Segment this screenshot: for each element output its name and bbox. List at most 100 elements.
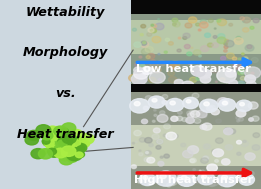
Circle shape	[54, 133, 62, 139]
Circle shape	[168, 71, 175, 76]
Circle shape	[248, 102, 258, 109]
Circle shape	[156, 146, 161, 149]
Circle shape	[41, 132, 53, 140]
Circle shape	[149, 143, 153, 147]
Circle shape	[215, 160, 218, 162]
Circle shape	[140, 65, 145, 69]
Circle shape	[132, 165, 135, 167]
Circle shape	[198, 172, 215, 185]
Circle shape	[212, 149, 217, 153]
Circle shape	[58, 136, 73, 147]
Circle shape	[142, 67, 153, 74]
Circle shape	[61, 146, 76, 156]
Circle shape	[245, 153, 255, 160]
Circle shape	[57, 140, 67, 147]
Circle shape	[187, 52, 192, 56]
Circle shape	[224, 46, 228, 49]
Circle shape	[53, 128, 64, 136]
Circle shape	[131, 75, 135, 78]
Circle shape	[222, 101, 228, 105]
Circle shape	[132, 142, 135, 144]
Circle shape	[61, 142, 75, 152]
Circle shape	[188, 146, 199, 154]
Circle shape	[187, 111, 193, 115]
Circle shape	[181, 143, 186, 147]
Circle shape	[134, 42, 141, 47]
Circle shape	[75, 152, 83, 158]
Circle shape	[76, 151, 85, 158]
Circle shape	[226, 83, 229, 85]
Circle shape	[200, 75, 211, 83]
Circle shape	[162, 178, 166, 181]
Circle shape	[45, 139, 60, 149]
Circle shape	[165, 38, 170, 41]
Circle shape	[157, 114, 168, 122]
Circle shape	[195, 181, 199, 183]
Circle shape	[217, 19, 227, 26]
Circle shape	[177, 173, 184, 178]
Circle shape	[147, 53, 155, 59]
Circle shape	[222, 175, 228, 180]
Circle shape	[237, 120, 240, 122]
Circle shape	[246, 71, 251, 74]
Circle shape	[156, 96, 158, 98]
Circle shape	[224, 43, 227, 45]
Circle shape	[211, 175, 214, 177]
Circle shape	[229, 23, 233, 26]
Circle shape	[36, 125, 51, 136]
Circle shape	[228, 129, 236, 134]
Circle shape	[211, 109, 220, 115]
Circle shape	[238, 81, 243, 84]
Circle shape	[52, 135, 66, 145]
Circle shape	[174, 65, 180, 70]
Circle shape	[238, 81, 245, 86]
Circle shape	[42, 139, 50, 144]
Circle shape	[148, 28, 154, 32]
Circle shape	[150, 179, 153, 182]
Circle shape	[213, 149, 223, 157]
Circle shape	[214, 28, 216, 29]
Circle shape	[160, 111, 165, 115]
Circle shape	[226, 69, 230, 71]
Circle shape	[201, 170, 205, 173]
Circle shape	[129, 75, 138, 81]
Circle shape	[63, 145, 71, 151]
Circle shape	[46, 126, 59, 135]
Circle shape	[191, 47, 193, 49]
Circle shape	[149, 77, 156, 83]
Circle shape	[238, 70, 245, 75]
Circle shape	[80, 140, 90, 147]
Circle shape	[203, 144, 210, 149]
Circle shape	[164, 124, 170, 129]
Circle shape	[205, 33, 211, 37]
Circle shape	[204, 102, 209, 106]
Circle shape	[206, 106, 213, 111]
Circle shape	[145, 152, 149, 154]
Bar	[130, 84, 261, 92]
Circle shape	[73, 137, 86, 146]
Circle shape	[138, 63, 145, 69]
Circle shape	[225, 69, 236, 77]
Circle shape	[240, 17, 245, 20]
Circle shape	[160, 174, 166, 179]
Circle shape	[242, 176, 247, 180]
Circle shape	[225, 40, 234, 47]
Circle shape	[162, 94, 168, 99]
Circle shape	[252, 116, 259, 121]
Circle shape	[58, 144, 71, 153]
Circle shape	[143, 41, 146, 44]
Circle shape	[62, 123, 76, 133]
Circle shape	[189, 147, 194, 151]
Circle shape	[167, 137, 169, 139]
Circle shape	[213, 100, 217, 103]
Circle shape	[43, 138, 54, 146]
Circle shape	[233, 63, 242, 69]
Circle shape	[186, 117, 194, 123]
Circle shape	[139, 153, 143, 156]
Circle shape	[158, 60, 165, 66]
Circle shape	[137, 79, 145, 84]
Circle shape	[58, 144, 69, 152]
Circle shape	[194, 118, 201, 123]
Circle shape	[151, 60, 156, 64]
Circle shape	[158, 161, 163, 165]
